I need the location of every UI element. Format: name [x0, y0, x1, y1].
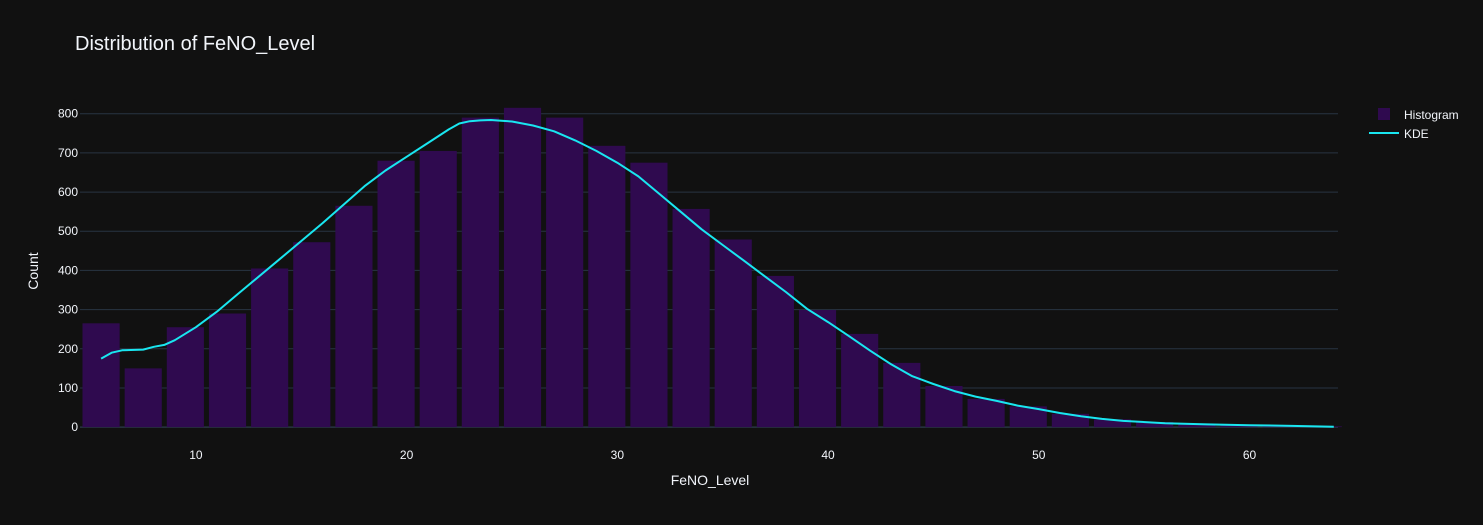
x-axis-ticks: 10 20 30 40 50 60: [189, 448, 1256, 462]
y-tick-label: 300: [58, 303, 78, 317]
histogram-bar[interactable]: [503, 107, 542, 428]
x-tick-label: 30: [611, 448, 625, 462]
y-tick-label: 400: [58, 263, 78, 277]
histogram-bar[interactable]: [461, 117, 499, 428]
x-tick-label: 20: [400, 448, 414, 462]
x-tick-label: 40: [821, 448, 835, 462]
legend-kde-label: KDE: [1404, 127, 1429, 141]
y-tick-label: 500: [58, 224, 78, 238]
histogram-bar[interactable]: [124, 368, 162, 428]
histogram-bar[interactable]: [588, 145, 626, 428]
histogram-bar[interactable]: [714, 239, 752, 428]
histogram-bar[interactable]: [1009, 406, 1047, 428]
y-tick-label: 700: [58, 146, 78, 160]
y-tick-label: 800: [58, 107, 78, 121]
x-axis-title: FeNO_Level: [671, 472, 750, 488]
histogram-bar[interactable]: [1051, 413, 1089, 428]
histogram-bar[interactable]: [672, 208, 710, 428]
kde-curve: [100, 119, 1334, 428]
y-axis-ticks: 0 100 200 300 400 500 600 700 800: [58, 107, 78, 434]
histogram-bar[interactable]: [925, 385, 963, 428]
legend-item-kde[interactable]: KDE: [1369, 127, 1429, 141]
histogram-bar[interactable]: [293, 242, 331, 428]
y-tick-label: 600: [58, 185, 78, 199]
histogram-bar[interactable]: [756, 275, 794, 428]
y-axis-title: Count: [25, 252, 41, 289]
histogram-bar[interactable]: [208, 313, 247, 428]
histogram-bar[interactable]: [419, 150, 457, 428]
histogram-bar[interactable]: [1220, 425, 1258, 428]
kde-line[interactable]: [100, 119, 1334, 428]
histogram-bar[interactable]: [1178, 423, 1216, 428]
legend-item-histogram[interactable]: Histogram: [1378, 108, 1459, 122]
histogram-bar[interactable]: [166, 327, 204, 428]
x-tick-label: 60: [1243, 448, 1257, 462]
x-tick-label: 10: [189, 448, 203, 462]
y-tick-label: 100: [58, 381, 78, 395]
histogram-bar[interactable]: [841, 333, 879, 428]
legend: Histogram KDE: [1369, 108, 1459, 141]
x-tick-label: 50: [1032, 448, 1046, 462]
histogram-bar[interactable]: [82, 323, 120, 428]
histogram-bar[interactable]: [630, 162, 668, 428]
histogram-bar[interactable]: [335, 205, 373, 428]
histogram-bar[interactable]: [798, 309, 837, 428]
histogram-bar[interactable]: [377, 160, 415, 428]
legend-histogram-label: Histogram: [1404, 108, 1459, 122]
histogram-bar[interactable]: [883, 362, 921, 428]
y-tick-label: 0: [71, 420, 78, 434]
histogram-bar[interactable]: [251, 268, 289, 428]
chart-title: Distribution of FeNO_Level: [75, 33, 315, 55]
y-tick-label: 200: [58, 342, 78, 356]
histogram-bar[interactable]: [1093, 419, 1132, 428]
legend-histogram-swatch: [1378, 108, 1390, 120]
histogram-bars: [82, 107, 1342, 428]
histogram-bar[interactable]: [967, 398, 1005, 428]
histogram-bar[interactable]: [546, 117, 584, 428]
histogram-bar[interactable]: [1136, 422, 1174, 428]
